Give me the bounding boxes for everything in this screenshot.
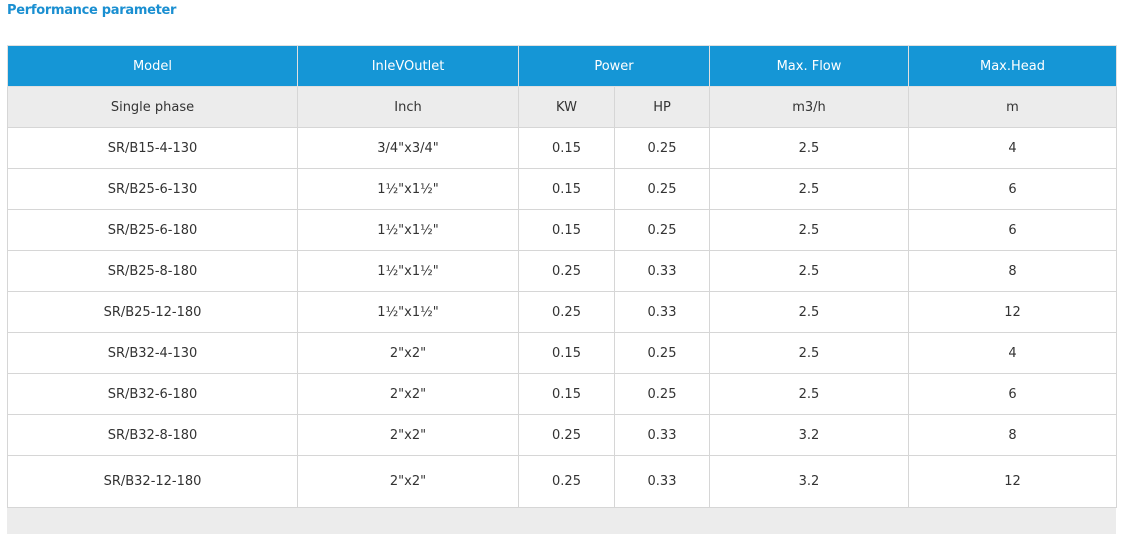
subheader-cell: HP	[614, 86, 710, 128]
data-cell: 1½"x1½"	[297, 291, 519, 333]
header-cell: Max.Head	[908, 45, 1117, 87]
subheader-cell: Single phase	[7, 86, 298, 128]
data-cell: 4	[908, 332, 1117, 374]
data-cell: 8	[908, 414, 1117, 456]
data-cell: 0.25	[614, 127, 710, 169]
data-cell: SR/B25-12-180	[7, 291, 298, 333]
data-cell: 2"x2"	[297, 455, 519, 508]
data-cell: SR/B25-6-180	[7, 209, 298, 251]
data-cell: 4	[908, 127, 1117, 169]
data-cell: 0.25	[614, 168, 710, 210]
data-row: SR/B32-4-130 2"x2" 0.15 0.25 2.5 4	[7, 332, 1117, 374]
header-cell: Power	[518, 45, 710, 87]
data-cell: 2"x2"	[297, 414, 519, 456]
data-cell: 6	[908, 209, 1117, 251]
header-cell: InleVOutlet	[297, 45, 519, 87]
data-cell: SR/B32-4-130	[7, 332, 298, 374]
data-cell: 6	[908, 168, 1117, 210]
section-title: Performance parameter	[7, 3, 177, 18]
data-cell: 0.15	[518, 168, 615, 210]
data-cell: 8	[908, 250, 1117, 292]
data-cell: 0.15	[518, 209, 615, 251]
data-cell: 0.33	[614, 250, 710, 292]
data-cell: 1½"x1½"	[297, 168, 519, 210]
data-cell: SR/B32-6-180	[7, 373, 298, 415]
header-row: Model InleVOutlet Power Max. Flow Max.Head	[7, 45, 1117, 87]
subheader-cell: KW	[518, 86, 615, 128]
header-cell: Model	[7, 45, 298, 87]
data-row: SR/B25-12-180 1½"x1½" 0.25 0.33 2.5 12	[7, 291, 1117, 333]
subheader-cell: m3/h	[709, 86, 909, 128]
data-cell: 1½"x1½"	[297, 250, 519, 292]
data-cell: 3.2	[709, 455, 909, 508]
subheader-row: Single phase Inch KW HP m3/h m	[7, 86, 1117, 128]
data-cell: 0.25	[518, 291, 615, 333]
data-cell: 2"x2"	[297, 332, 519, 374]
data-cell: 2.5	[709, 250, 909, 292]
data-cell: 0.33	[614, 291, 710, 333]
data-cell: 3.2	[709, 414, 909, 456]
data-cell: SR/B15-4-130	[7, 127, 298, 169]
data-cell: 3/4"x3/4"	[297, 127, 519, 169]
subheader-cell: m	[908, 86, 1117, 128]
table-wrap: Model InleVOutlet Power Max. Flow Max.Head Si…	[7, 45, 1117, 508]
data-cell: 2.5	[709, 332, 909, 374]
data-cell: 0.25	[518, 414, 615, 456]
data-cell: 2.5	[709, 127, 909, 169]
data-cell: 12	[908, 455, 1117, 508]
data-cell: SR/B25-8-180	[7, 250, 298, 292]
data-cell: SR/B25-6-130	[7, 168, 298, 210]
data-cell: 0.33	[614, 455, 710, 508]
performance-table: Model InleVOutlet Power Max. Flow Max.Head Si…	[7, 45, 1117, 508]
data-cell: 6	[908, 373, 1117, 415]
table-body: Model InleVOutlet Power Max. Flow Max.Head Si…	[7, 45, 1117, 508]
data-cell: 1½"x1½"	[297, 209, 519, 251]
subheader-cell: Inch	[297, 86, 519, 128]
data-cell: SR/B32-8-180	[7, 414, 298, 456]
data-row: SR/B15-4-130 3/4"x3/4" 0.15 0.25 2.5 4	[7, 127, 1117, 169]
data-cell: 0.25	[518, 250, 615, 292]
data-row: SR/B25-8-180 1½"x1½" 0.25 0.33 2.5 8	[7, 250, 1117, 292]
data-cell: 2.5	[709, 209, 909, 251]
data-cell: 2.5	[709, 291, 909, 333]
data-cell: 0.15	[518, 332, 615, 374]
data-cell: 2.5	[709, 168, 909, 210]
data-cell: 0.15	[518, 127, 615, 169]
data-row: SR/B32-12-180 2"x2" 0.25 0.33 3.2 12	[7, 455, 1117, 508]
table-footer	[7, 508, 1116, 534]
data-row: SR/B25-6-130 1½"x1½" 0.15 0.25 2.5 6	[7, 168, 1117, 210]
data-row: SR/B32-6-180 2"x2" 0.15 0.25 2.5 6	[7, 373, 1117, 415]
data-cell: 2.5	[709, 373, 909, 415]
data-cell: 0.33	[614, 414, 710, 456]
data-cell: 0.25	[614, 373, 710, 415]
data-row: SR/B25-6-180 1½"x1½" 0.15 0.25 2.5 6	[7, 209, 1117, 251]
header-cell: Max. Flow	[709, 45, 909, 87]
data-cell: 0.25	[614, 332, 710, 374]
data-cell: 12	[908, 291, 1117, 333]
data-row: SR/B32-8-180 2"x2" 0.25 0.33 3.2 8	[7, 414, 1117, 456]
data-cell: 0.25	[614, 209, 710, 251]
data-cell: 2"x2"	[297, 373, 519, 415]
data-cell: 0.15	[518, 373, 615, 415]
data-cell: 0.25	[518, 455, 615, 508]
data-cell: SR/B32-12-180	[7, 455, 298, 508]
